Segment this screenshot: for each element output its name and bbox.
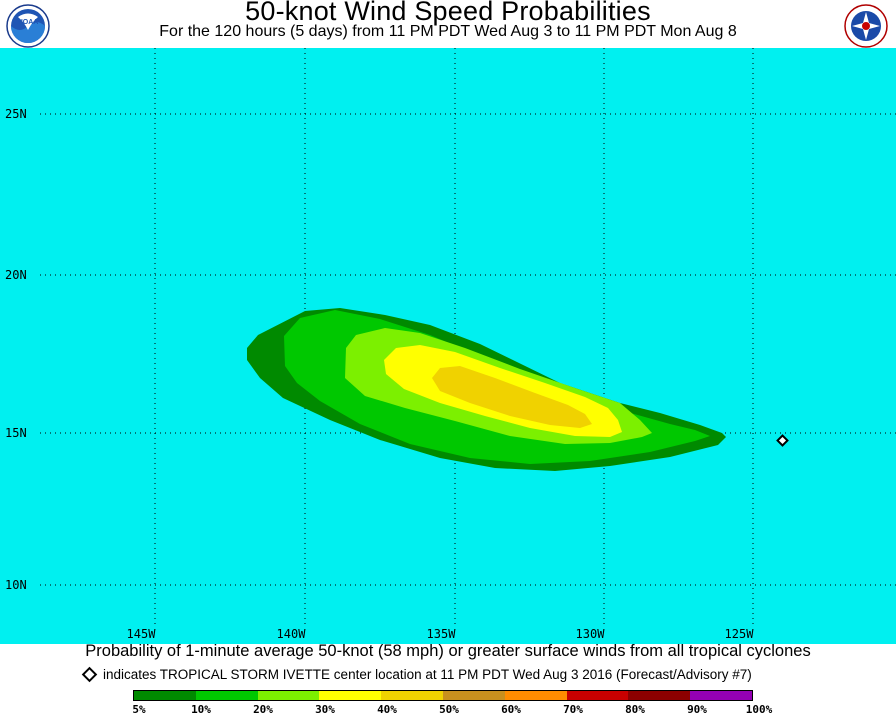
legend-tick-label: 10% — [191, 703, 211, 716]
legend-swatch — [690, 691, 752, 700]
nws-logo — [844, 4, 888, 48]
latitude-labels: 25N 20N 15N 10N — [5, 107, 27, 592]
noaa-logo-text: NOAA — [18, 19, 39, 26]
longitude-label: 125W — [725, 627, 755, 641]
legend-tick-label: 30% — [315, 703, 335, 716]
contour-40-percent — [432, 366, 592, 428]
latitude-label: 10N — [5, 578, 27, 592]
legend-swatch — [195, 691, 258, 700]
storm-center-marker — [776, 434, 789, 447]
longitude-label: 135W — [427, 627, 457, 641]
legend-swatch — [628, 691, 691, 700]
noaa-logo: NOAA — [6, 4, 50, 48]
latitude-label: 25N — [5, 107, 27, 121]
page-title: 50-knot Wind Speed Probabilities — [245, 0, 651, 26]
legend-swatch — [319, 691, 382, 700]
map-caption: Probability of 1-minute average 50-knot … — [85, 642, 811, 660]
legend-swatch — [134, 691, 196, 700]
legend-swatch — [257, 691, 320, 700]
legend-tick-label: 40% — [377, 703, 397, 716]
latitude-label: 15N — [5, 426, 27, 440]
legend-tick-label: 50% — [439, 703, 459, 716]
legend-tick-label: 90% — [687, 703, 707, 716]
legend-color-bar — [133, 690, 753, 701]
probability-contours — [247, 308, 726, 471]
longitude-labels: 145W 140W 135W 130W 125W — [127, 627, 755, 641]
storm-note-text: indicates TROPICAL STORM IVETTE center l… — [103, 667, 752, 682]
legend-tick-label: 70% — [563, 703, 583, 716]
page-subtitle: For the 120 hours (5 days) from 11 PM PD… — [159, 23, 737, 40]
legend-tick-label: 20% — [253, 703, 273, 716]
legend-tick-label: 5% — [132, 703, 146, 716]
legend-tick-label: 100% — [745, 703, 773, 716]
storm-marker-key-icon — [81, 666, 98, 683]
longitude-label: 145W — [127, 627, 157, 641]
longitude-label: 130W — [576, 627, 606, 641]
legend-swatch — [442, 691, 505, 700]
probability-map: 25N 20N 15N 10N 145W 140W 135W 130W 125W — [0, 48, 896, 644]
latitude-label: 20N — [5, 268, 27, 282]
legend-swatch — [381, 691, 443, 700]
legend-swatch — [566, 691, 629, 700]
longitude-label: 140W — [277, 627, 307, 641]
legend-swatch — [504, 691, 567, 700]
legend-tick-label: 60% — [501, 703, 521, 716]
legend-tick-label: 80% — [625, 703, 645, 716]
legend-labels: 5% 10% 20% 30% 40% 50% 60% 70% 80% 90% 100% — [0, 703, 896, 717]
storm-note: indicates TROPICAL STORM IVETTE center l… — [81, 666, 842, 683]
